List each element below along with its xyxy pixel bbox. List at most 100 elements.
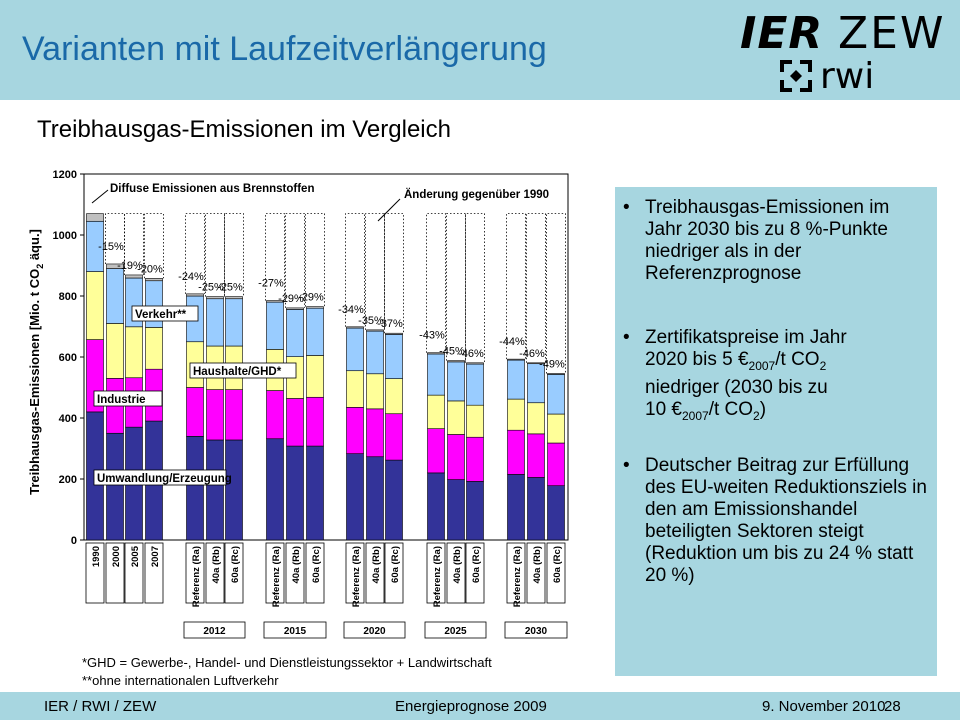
group-box: [504, 621, 568, 639]
footer-date: 9. November 2010: [762, 698, 886, 715]
y-tick-label: 1200: [53, 169, 77, 181]
bar-segment-verkehr: [346, 327, 364, 372]
bar-segment-verkehr: [225, 298, 243, 347]
change-label: -25%: [198, 282, 224, 294]
group-box: [263, 621, 327, 639]
y-tick-label: 800: [59, 291, 77, 303]
bullet-dot-icon: •: [623, 455, 630, 476]
svg-text:Verkehr**: Verkehr**: [135, 309, 187, 321]
change-label: -27%: [258, 278, 284, 290]
category-label: 60a (Rc): [552, 546, 563, 583]
bar-segment-diffuse: [466, 362, 484, 365]
category-label: 60a (Rc): [311, 546, 322, 583]
bar-segment-verkehr: [547, 374, 565, 415]
bullet-dot-icon: •: [623, 327, 630, 348]
change-label: -20%: [137, 263, 163, 275]
category-label: 2007: [150, 546, 161, 567]
change-label: -35%: [358, 315, 384, 327]
category-box: [506, 542, 526, 604]
bar-segment-umwandlung: [346, 453, 364, 541]
change-indicator: [384, 213, 404, 334]
annotation-change: Änderung gegenüber 1990: [404, 188, 549, 201]
change-indicator: [345, 213, 365, 327]
bar-segment-diffuse: [286, 307, 304, 310]
series-label-verkehr: Verkehr**: [131, 305, 199, 322]
group-box: [183, 621, 246, 639]
category-box: [345, 542, 365, 604]
bar-segment-verkehr: [366, 330, 384, 375]
bullet-dot-icon: •: [623, 197, 630, 218]
bar-segment-verkehr: [427, 353, 445, 396]
bar-segment-umwandlung: [507, 474, 525, 541]
logo-zew: ZEW: [838, 8, 946, 59]
y-tick-label: 1000: [53, 230, 77, 242]
category-label: 40a (Rb): [371, 546, 382, 583]
category-label: Referenz (Ra): [351, 546, 362, 607]
bullet-2-text: Zertifikatspreise im Jahr 2020 bis 5 €20…: [645, 327, 847, 423]
bar-segment-umwandlung: [106, 432, 124, 541]
change-label: -44%: [499, 336, 525, 348]
bar-segment-diffuse: [366, 329, 384, 332]
y-tick-label: 0: [71, 535, 77, 547]
category-box: [426, 542, 446, 604]
category-box: [546, 542, 566, 604]
category-label: 2005: [130, 545, 141, 567]
bar-segment-haushalte: [447, 400, 465, 435]
category-label: 40a (Rb): [532, 546, 543, 583]
bar-segment-industrie: [186, 387, 204, 437]
bar-segment-umwandlung: [266, 438, 284, 541]
bar-segment-verkehr: [266, 301, 284, 350]
change-label: -29%: [298, 292, 324, 304]
bar-segment-haushalte: [385, 378, 403, 415]
bar-segment-diffuse: [145, 278, 163, 282]
footer-bar: [0, 692, 960, 720]
bar-segment-industrie: [466, 436, 484, 482]
bar-segment-umwandlung: [366, 456, 384, 541]
bar-segment-haushalte: [507, 398, 525, 431]
change-label: -15%: [98, 241, 124, 253]
bar-segment-diffuse: [206, 296, 224, 300]
change-label: -29%: [278, 293, 304, 305]
change-indicator: [426, 213, 446, 353]
bar-segment-industrie: [266, 390, 284, 440]
bar-segment-industrie: [507, 429, 525, 475]
bullet-panel: • Treibhausgas-Emissionen im Jahr 2030 b…: [615, 187, 937, 676]
bar-segment-haushalte: [145, 327, 163, 370]
bar-segment-umwandlung: [547, 485, 565, 541]
category-label: 60a (Rc): [390, 546, 401, 583]
change-label: -37%: [377, 318, 403, 330]
category-box: [105, 542, 125, 604]
group-box: [424, 621, 487, 639]
category-box: [285, 542, 305, 604]
category-box: [224, 542, 244, 604]
footer-project: Energieprognose 2009: [395, 698, 547, 715]
y-tick-label: 400: [59, 413, 77, 425]
svg-text:Haushalte/GHD*: Haushalte/GHD*: [193, 366, 282, 378]
group-label: 2020: [363, 626, 386, 637]
y-tick-label: 200: [59, 474, 77, 486]
bar-segment-umwandlung: [286, 445, 304, 541]
group-label: 2025: [444, 626, 467, 637]
bar-segment-diffuse: [547, 373, 565, 375]
category-box: [446, 542, 466, 604]
bar-segment-diffuse: [385, 332, 403, 335]
bar-segment-verkehr: [306, 307, 324, 356]
category-label: Referenz (Ra): [271, 546, 282, 607]
svg-text:Umwandlung/Erzeugung: Umwandlung/Erzeugung: [97, 473, 232, 485]
bar-segment-industrie: [346, 407, 364, 454]
category-box: [124, 542, 144, 604]
bar-segment-verkehr: [206, 298, 224, 347]
change-label: -19%: [117, 260, 143, 272]
change-indicator: [144, 213, 164, 279]
footnote-ghd: *GHD = Gewerbe-, Handel- und Dienstleist…: [82, 655, 492, 670]
y-tick-label: 600: [59, 352, 77, 364]
bullet-3-text: Deutscher Beitrag zur Erfüllung des EU-w…: [645, 455, 927, 586]
bar-segment-umwandlung: [225, 439, 243, 541]
page-title: Varianten mit Laufzeitverlängerung: [22, 30, 547, 68]
y-axis-label: Treibhausgas-Emissionen [Mio. t CO2 äqu.…: [27, 229, 45, 495]
category-label: 60a (Rc): [230, 546, 241, 583]
category-box: [384, 542, 404, 604]
stacked-bar-chart: -15%-19%-20%-24%-25%-25% -27%-29%-29%-34%…: [27, 169, 569, 639]
bar-segment-verkehr: [466, 363, 484, 406]
change-label: -49%: [539, 358, 565, 370]
